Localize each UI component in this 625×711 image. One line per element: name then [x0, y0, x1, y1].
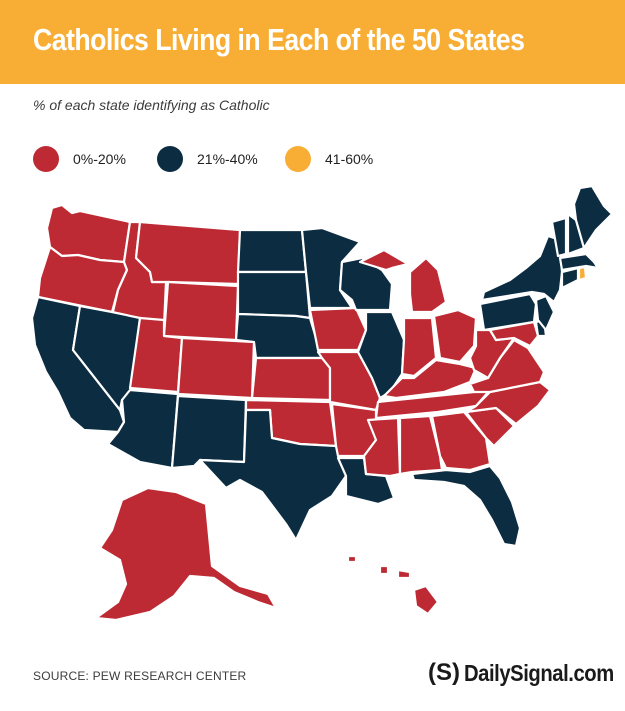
state-colorado	[176, 336, 256, 400]
state-alaska	[94, 486, 278, 622]
state-north-dakota	[236, 228, 308, 274]
state-hawaii	[346, 554, 440, 616]
state-indiana	[400, 316, 438, 378]
state-massachusetts	[558, 252, 600, 272]
state-pennsylvania	[478, 292, 538, 332]
state-kentucky	[382, 358, 478, 400]
state-new-york	[480, 234, 564, 304]
state-kansas	[250, 356, 332, 402]
state-new-mexico	[170, 394, 248, 470]
legend-swatch-41-60	[285, 146, 311, 172]
page-title: Catholics Living in Each of the 50 State…	[33, 22, 525, 57]
brand-name: DailySignal.com	[464, 660, 614, 686]
state-maine	[572, 184, 614, 250]
state-iowa	[308, 306, 368, 352]
source-note: SOURCE: PEW RESEARCH CENTER	[33, 669, 247, 683]
state-ohio	[432, 308, 478, 364]
legend-label: 41-60%	[325, 151, 374, 167]
state-wyoming	[162, 280, 240, 342]
legend-swatch-21-40	[157, 146, 183, 172]
legend-swatch-0-20	[33, 146, 59, 172]
state-south-dakota	[236, 270, 312, 320]
state-connecticut	[560, 266, 580, 290]
state-florida	[410, 464, 522, 548]
state-maryland	[488, 320, 540, 348]
state-rhode-island	[577, 265, 588, 282]
map-subtitle: % of each state identifying as Catholic	[33, 97, 270, 113]
state-vermont	[550, 216, 568, 258]
state-michigan	[358, 248, 448, 314]
brand-mark: (S)	[428, 659, 460, 686]
state-new-jersey	[534, 294, 556, 332]
state-mississippi	[362, 416, 402, 478]
state-georgia	[430, 410, 492, 472]
state-montana	[134, 220, 242, 286]
legend-label: 21%-40%	[197, 151, 258, 167]
header-banner: Catholics Living in Each of the 50 State…	[0, 0, 625, 84]
state-texas	[198, 408, 348, 542]
legend-label: 0%-20%	[73, 151, 126, 167]
